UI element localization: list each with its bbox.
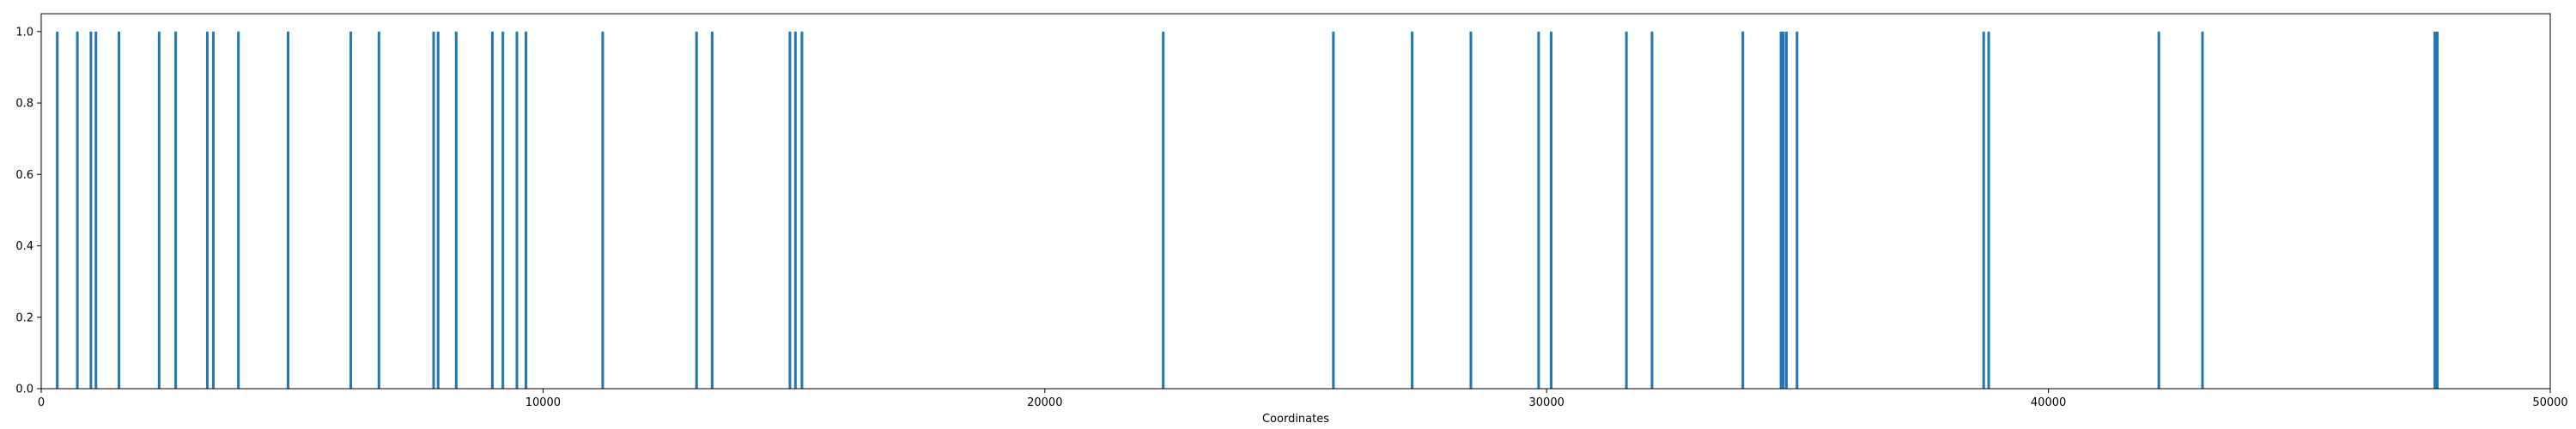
y-tick-label: 0.2 — [15, 311, 33, 324]
axes-layer: 0 10000 20000 30000 40000 50000 0.0 0.2 0.4 0.6 0.… — [15, 13, 2568, 409]
bar — [788, 31, 792, 390]
bar — [800, 31, 804, 390]
bar — [76, 31, 79, 390]
x-tick-label: 50000 — [2532, 396, 2567, 409]
x-tick-label: 30000 — [1529, 396, 1564, 409]
bar — [1162, 31, 1165, 390]
bar — [349, 31, 353, 390]
bar — [2433, 31, 2437, 390]
bar — [1779, 31, 1783, 390]
bar — [1549, 31, 1552, 390]
bar — [237, 31, 240, 390]
bar — [1782, 31, 1785, 390]
bar — [2201, 31, 2204, 390]
y-tick-label: 0.8 — [15, 98, 33, 111]
bar — [1625, 31, 1628, 390]
bar — [2436, 31, 2439, 390]
bar — [1987, 31, 1990, 390]
bar — [490, 31, 494, 390]
y-tick-label: 1.0 — [15, 26, 33, 39]
y-tick-label: 0.0 — [15, 384, 33, 396]
bar — [94, 31, 98, 390]
bar — [1785, 31, 1789, 390]
plot-frame — [40, 13, 2551, 390]
bar — [601, 31, 605, 390]
bar — [2157, 31, 2160, 390]
y-tick-label: 0.6 — [15, 169, 33, 182]
bar — [710, 31, 714, 390]
bar — [89, 31, 93, 390]
y-tick-label: 0.4 — [15, 240, 33, 253]
bar — [436, 31, 440, 390]
bar — [454, 31, 458, 390]
bar — [501, 31, 505, 390]
x-tick-label: 20000 — [1027, 396, 1062, 409]
bar — [525, 31, 528, 390]
bar — [211, 31, 215, 390]
bars-layer — [56, 31, 2439, 390]
bar — [377, 31, 380, 390]
bar — [1795, 31, 1799, 390]
bar — [56, 31, 59, 390]
bar — [432, 31, 435, 390]
bar — [1741, 31, 1745, 390]
x-axis-label: Coordinates — [1262, 413, 1329, 426]
bar — [157, 31, 161, 390]
x-tick-label: 10000 — [526, 396, 561, 409]
bar — [1332, 31, 1335, 390]
bar — [515, 31, 519, 390]
bar — [1982, 31, 1985, 390]
bar — [1650, 31, 1654, 390]
x-tick-label: 0 — [38, 396, 45, 409]
bar — [174, 31, 178, 390]
bar — [1469, 31, 1473, 390]
bar — [695, 31, 698, 390]
x-tick-label: 40000 — [2031, 396, 2066, 409]
bar — [118, 31, 121, 390]
bar — [1411, 31, 1414, 390]
bar — [205, 31, 209, 390]
bar — [287, 31, 290, 390]
bar — [1537, 31, 1540, 390]
bar — [793, 31, 797, 390]
